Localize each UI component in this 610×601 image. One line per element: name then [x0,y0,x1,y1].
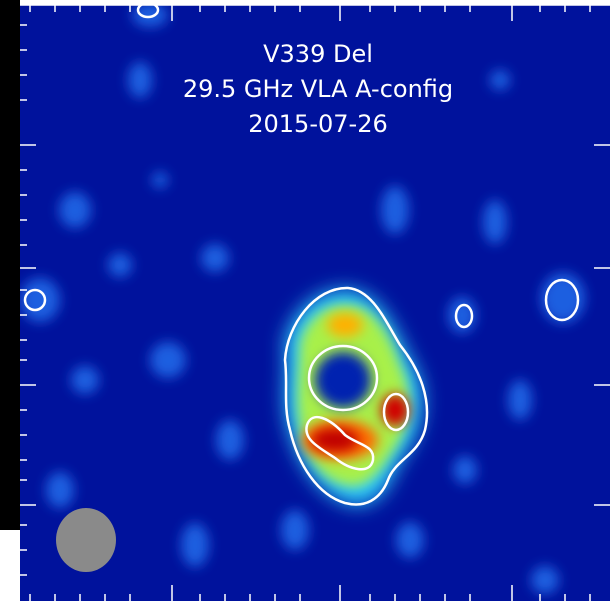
source-warm [327,313,363,337]
source-hole [315,352,371,408]
title-line: 29.5 GHz VLA A-config [183,75,453,103]
title-line: V339 Del [263,40,373,68]
page: V339 Del 29.5 GHz VLA A-config 2015-07-2… [0,0,610,601]
beam-ellipse [56,508,116,572]
left-strip [0,0,20,530]
title-line: 2015-07-26 [248,110,387,138]
corner-blank [0,530,20,601]
radio-image: V339 Del 29.5 GHz VLA A-config 2015-07-2… [0,0,610,601]
